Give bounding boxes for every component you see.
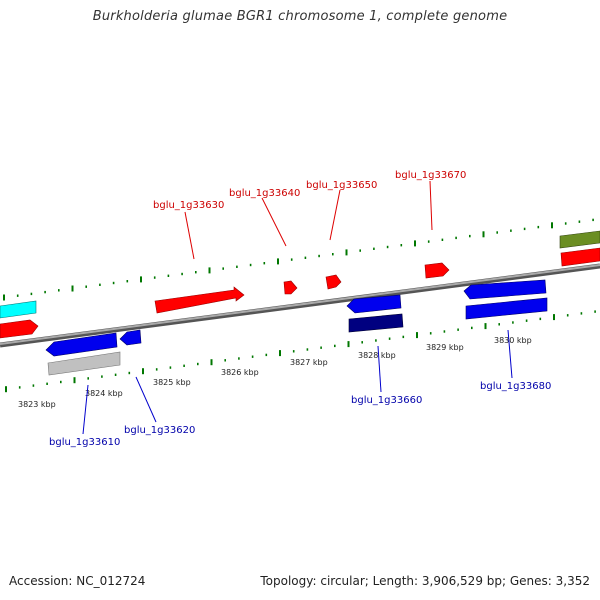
gene-label[interactable]: bglu_1g33660	[351, 395, 422, 406]
misc-features	[0, 230, 600, 319]
kbp-label: 3826 kbp	[221, 368, 259, 377]
kbp-label: 3825 kbp	[153, 378, 191, 387]
gene-label[interactable]: bglu_1g33630	[153, 200, 224, 211]
forward-genes	[0, 247, 600, 339]
gene-bglu_1g33650[interactable]	[325, 274, 342, 290]
forward-gene-labels: bglu_1g33630 bglu_1g33640 bglu_1g33650 b…	[153, 170, 466, 260]
gene-feature-partial-left[interactable]	[0, 319, 39, 339]
gene-bglu_1g33660[interactable]	[346, 294, 402, 314]
genome-summary: Topology: circular; Length: 3,906,529 bp…	[260, 574, 590, 588]
map-title: Burkholderia glumae BGR1 chromosome 1, c…	[92, 9, 508, 24]
chromosome-backbone	[0, 263, 600, 348]
gene-bglu_1g33670[interactable]	[424, 262, 450, 279]
gene-bglu_1g33680[interactable]	[463, 279, 547, 300]
gene-bglu_1g33610[interactable]	[45, 332, 118, 357]
gene-dark-reverse[interactable]	[348, 313, 404, 333]
reverse-strand-ticks	[5, 310, 596, 393]
kbp-label: 3824 kbp	[85, 389, 123, 398]
reverse-gene-labels: bglu_1g33610 bglu_1g33620 bglu_1g33660 b…	[49, 329, 551, 448]
kbp-label: 3827 kbp	[290, 358, 328, 367]
gene-label[interactable]: bglu_1g33670	[395, 170, 466, 181]
kbp-label: 3830 kbp	[494, 336, 532, 345]
gene-feature-partial-right[interactable]	[560, 247, 600, 267]
accession-label: Accession: NC_012724	[9, 574, 146, 588]
kbp-ruler: 3823 kbp 3824 kbp 3825 kbp 3826 kbp 3827…	[18, 336, 532, 409]
gene-bglu_1g33680-pair[interactable]	[465, 297, 548, 320]
gene-label[interactable]: bglu_1g33610	[49, 437, 120, 448]
forward-strand-ticks	[3, 218, 594, 301]
reverse-genes	[45, 279, 548, 376]
kbp-label: 3829 kbp	[426, 343, 464, 352]
gene-label[interactable]: bglu_1g33640	[229, 188, 300, 199]
gene-bglu_1g33630[interactable]	[154, 286, 245, 314]
cyan-feature[interactable]	[0, 300, 37, 319]
kbp-label: 3823 kbp	[18, 400, 56, 409]
olive-feature[interactable]	[559, 230, 600, 249]
gene-bglu_1g33640[interactable]	[283, 280, 298, 295]
kbp-label: 3828 kbp	[358, 351, 396, 360]
gene-label[interactable]: bglu_1g33680	[480, 381, 551, 392]
gene-label[interactable]: bglu_1g33650	[306, 180, 377, 191]
gene-label[interactable]: bglu_1g33620	[124, 425, 195, 436]
pseudo-gene-feature[interactable]	[47, 351, 121, 376]
gene-bglu_1g33620[interactable]	[119, 329, 142, 346]
